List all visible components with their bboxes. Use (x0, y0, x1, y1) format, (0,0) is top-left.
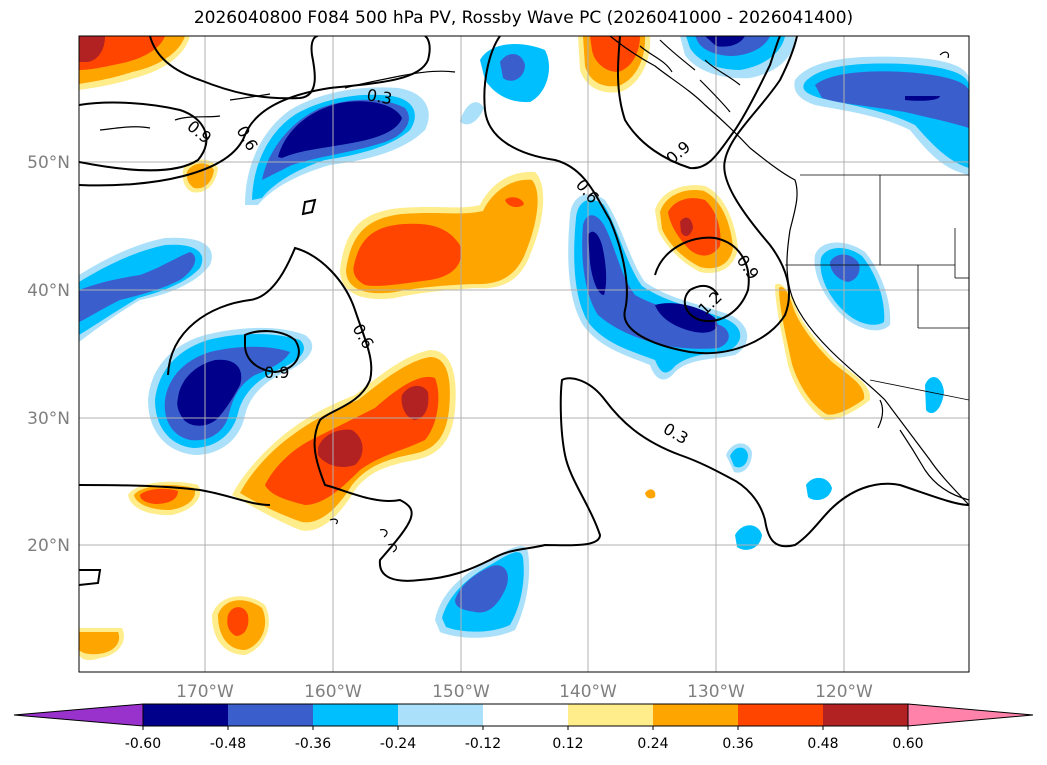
colorbar: -0.60 -0.48 -0.36 -0.24 -0.12 0.12 0.24 0.36 0.4… (13, 703, 1034, 752)
contour-label: 0.3 (365, 85, 393, 108)
pos-blob-light (779, 287, 865, 415)
lon-label: 170°W (176, 682, 234, 702)
colorbar-segment (143, 704, 228, 726)
lon-label: 150°W (432, 682, 490, 702)
pv-contours (79, 36, 969, 586)
contour-line (301, 198, 317, 216)
colorbar-segment (398, 704, 483, 726)
colorbar-tick-label: -0.12 (465, 736, 501, 752)
contour-line (654, 236, 750, 323)
colorbar-tick-label: -0.60 (125, 736, 161, 752)
coastline-na-west (609, 36, 969, 506)
lon-label: 120°W (815, 682, 873, 702)
colorbar-segment (313, 704, 398, 726)
colorbar-segment (483, 704, 568, 726)
colorbar-tick-label: -0.36 (295, 736, 331, 752)
graticule (79, 36, 969, 672)
contour-line (244, 330, 300, 374)
colorbar-tick-label: 0.24 (637, 736, 668, 752)
pos-blob-strong (318, 429, 363, 467)
colorbar-tick-label: 0.12 (552, 736, 583, 752)
contour-line (79, 569, 102, 586)
pos-blob-strong (401, 385, 429, 420)
coastline-aleutians-west (99, 93, 271, 131)
pos-blob-mid (353, 223, 462, 286)
pos-blob-strong (79, 36, 105, 62)
colorbar-tick-label: 0.36 (722, 736, 753, 752)
lon-label: 160°W (304, 682, 362, 702)
colorbar-segment (738, 704, 823, 726)
lon-label: 130°W (687, 682, 745, 702)
colorbar-tick-label: 0.60 (892, 736, 923, 752)
lon-labels: 170°W 160°W 150°W 140°W 130°W 120°W (176, 682, 873, 702)
neg-blob-light (806, 477, 832, 500)
colorbar-tick-label: -0.48 (210, 736, 246, 752)
contour-line (617, 36, 781, 170)
colorbar-segment (228, 704, 313, 726)
contour-line (167, 246, 969, 582)
neg-blob-light (730, 447, 748, 468)
contour-line (79, 101, 208, 172)
colorbar-segment (568, 704, 653, 726)
colorbar-segment (823, 704, 908, 726)
neg-blob-strong (655, 303, 718, 333)
neg-blob-strong (278, 101, 402, 158)
neg-blob-mid (500, 54, 525, 81)
contour-line (483, 36, 798, 355)
colorbar-segment (653, 704, 738, 726)
neg-blob-mid (815, 71, 969, 128)
lat-label: 50°N (27, 153, 70, 173)
pv-shading (79, 36, 969, 661)
coastline-alaska-panhandle (639, 39, 741, 113)
coastline-mexico (877, 399, 969, 501)
neg-blob-strong (705, 36, 745, 47)
neg-blob-mid (455, 565, 508, 613)
neg-blob-mid (79, 252, 196, 322)
pos-blob-mid (590, 36, 640, 72)
map-frame (78, 35, 970, 673)
colorbar-extend-max (907, 703, 1034, 727)
colorbar-tick-label: 0.48 (807, 736, 838, 752)
political-borders (785, 174, 969, 401)
coastline-islands (939, 51, 950, 59)
pos-blob-light (645, 489, 656, 499)
contour-line (79, 36, 431, 187)
map-title: 2026040800 F084 500 hPa PV, Rossby Wave … (193, 8, 854, 28)
contour-line (79, 484, 271, 506)
pos-blob-light (79, 632, 120, 655)
pos-blob-light (186, 163, 214, 189)
colorbar-frame (142, 703, 909, 727)
lat-label: 40°N (27, 281, 70, 301)
pos-blob-mid (140, 488, 178, 504)
lat-label: 20°N (27, 536, 70, 556)
lat-label: 30°N (27, 409, 70, 429)
pos-blob-strong (680, 217, 693, 237)
contour-line (149, 36, 319, 100)
neg-blob-light (925, 376, 944, 414)
pos-blob-mid (505, 197, 524, 208)
coastlines (99, 36, 969, 553)
neg-blob-strong (588, 231, 607, 295)
lon-label: 140°W (559, 682, 617, 702)
pos-blob-mid (668, 198, 721, 256)
contour-label: 0.9 (264, 363, 289, 382)
neg-blob-strong (905, 96, 940, 101)
pos-blob-mid (227, 607, 249, 636)
neg-blob-mid (830, 254, 860, 282)
neg-blob-strong (177, 359, 242, 426)
neg-blob-mid (582, 215, 729, 349)
neg-blob-light (735, 525, 762, 550)
colorbar-extend-min (13, 703, 144, 727)
lat-labels: 50°N 40°N 30°N 20°N (27, 153, 70, 556)
colorbar-tick-label: -0.24 (380, 736, 416, 752)
neg-blob-faint (460, 102, 484, 125)
coastline-hawaii (329, 518, 397, 553)
